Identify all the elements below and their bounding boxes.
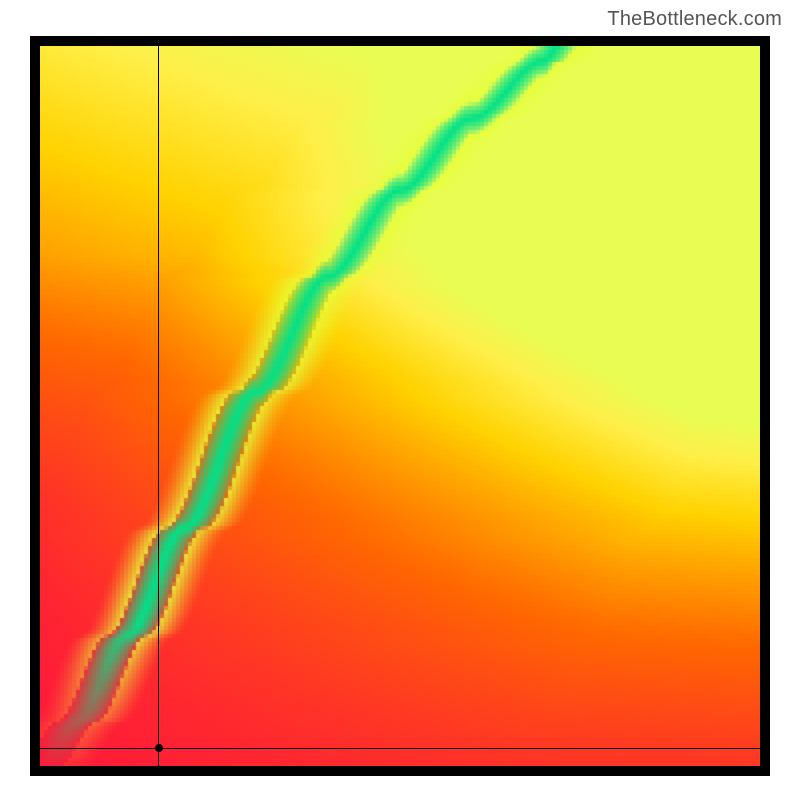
heatmap-canvas (40, 46, 760, 766)
crosshair-vertical-line (158, 46, 159, 766)
crosshair-horizontal-line (40, 748, 760, 749)
crosshair-dot (155, 744, 163, 752)
attribution-text: TheBottleneck.com (607, 8, 782, 31)
heatmap-frame (30, 36, 770, 776)
